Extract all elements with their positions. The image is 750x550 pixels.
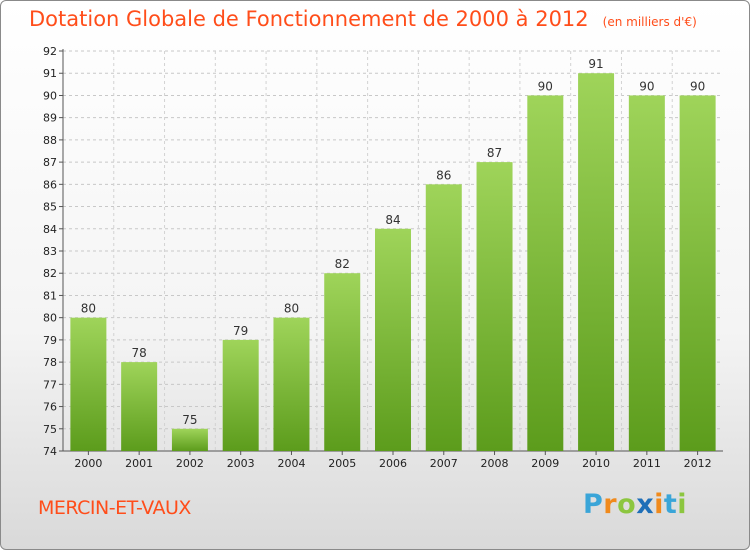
data-label: 79 <box>233 324 248 338</box>
chart-title: Dotation Globale de Fonctionnement de 20… <box>29 7 697 31</box>
chart-unit: (en milliers d'€) <box>602 15 697 29</box>
y-tick-label: 87 <box>43 156 57 169</box>
y-tick-label: 88 <box>43 134 57 147</box>
y-tick-label: 82 <box>43 267 57 280</box>
logo-letter: i <box>654 489 664 520</box>
x-tick-label: 2004 <box>277 457 305 470</box>
data-label: 86 <box>436 168 451 182</box>
bar-2011 <box>628 95 665 451</box>
y-tick-label: 84 <box>43 223 57 236</box>
bar-2006 <box>375 228 411 451</box>
x-tick-label: 2011 <box>633 457 661 470</box>
y-tick-label: 75 <box>43 423 57 436</box>
x-tick-label: 2009 <box>531 457 559 470</box>
y-tick-label: 78 <box>43 356 57 369</box>
x-tick-label: 2006 <box>379 457 407 470</box>
data-label: 90 <box>538 79 553 93</box>
x-tick-label: 2008 <box>481 457 509 470</box>
bar-2000 <box>70 317 107 451</box>
data-label: 75 <box>182 413 197 427</box>
y-tick-label: 81 <box>43 289 57 302</box>
y-tick-label: 91 <box>43 67 57 80</box>
y-tick-label: 92 <box>43 45 57 58</box>
logo-letter: i <box>677 489 688 520</box>
data-label: 90 <box>690 79 705 93</box>
y-tick-label: 77 <box>43 378 57 391</box>
bar-2008 <box>476 162 513 451</box>
bar-2010 <box>578 73 615 451</box>
commune-name: MERCIN-ET-VAUX <box>38 497 191 519</box>
labels: 80 2000 78 2001 75 2002 79 2003 80 2004 82 2005 84 20… <box>74 57 711 470</box>
x-tick-label: 2007 <box>430 457 458 470</box>
y-tick-label: 80 <box>43 312 57 325</box>
y-tick-label: 89 <box>43 112 57 125</box>
x-tick-label: 2012 <box>684 457 712 470</box>
bar-2007 <box>425 184 462 452</box>
y-tick-label: 74 <box>43 445 57 458</box>
y-tick-label: 76 <box>43 401 57 414</box>
chart-title-text: Dotation Globale de Fonctionnement de 20… <box>29 7 589 31</box>
logo-letter: P <box>583 489 604 520</box>
bar-2001 <box>121 362 158 451</box>
x-tick-label: 2000 <box>74 457 102 470</box>
bar-2002 <box>171 428 208 451</box>
bar-2003 <box>222 339 259 451</box>
data-label: 82 <box>335 257 350 271</box>
data-label: 80 <box>284 302 299 316</box>
bars <box>70 73 716 452</box>
y-tick-label: 90 <box>43 89 57 102</box>
x-tick-label: 2003 <box>227 457 255 470</box>
y-tick-label: 85 <box>43 201 57 214</box>
x-tick-label: 2001 <box>125 457 153 470</box>
data-label: 78 <box>132 346 147 360</box>
y-tick-label: 83 <box>43 245 57 258</box>
y-tick-label: 79 <box>43 334 57 347</box>
data-label: 80 <box>81 302 96 316</box>
logo-letter: x <box>636 489 655 520</box>
y-tick-label: 86 <box>43 178 57 191</box>
data-label: 87 <box>487 146 502 160</box>
x-tick-label: 2005 <box>328 457 356 470</box>
bar-2012 <box>679 95 716 451</box>
data-label: 84 <box>385 213 400 227</box>
proxiti-logo[interactable]: Proxiti <box>583 489 687 520</box>
bar-2009 <box>527 95 564 451</box>
logo-letter: r <box>603 489 618 520</box>
data-label: 91 <box>588 57 603 71</box>
logo-letter: t <box>663 489 678 520</box>
x-tick-label: 2002 <box>176 457 204 470</box>
bar-2004 <box>273 317 310 451</box>
x-tick-label: 2010 <box>582 457 610 470</box>
data-label: 90 <box>639 79 654 93</box>
logo-letter: o <box>617 489 637 520</box>
bar-2005 <box>324 273 361 451</box>
